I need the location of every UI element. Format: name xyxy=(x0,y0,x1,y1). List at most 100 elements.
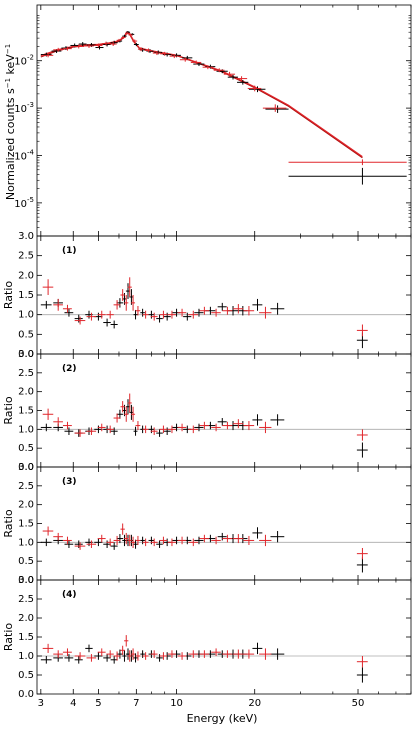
spectrum-point xyxy=(160,51,169,56)
spectrum-point xyxy=(132,39,138,43)
spectrum-series-1 xyxy=(40,31,407,185)
ratio-point xyxy=(120,401,125,413)
ratio-point xyxy=(53,650,63,658)
spectrum-point xyxy=(182,55,193,60)
ratio-point xyxy=(103,540,111,548)
ratio-point xyxy=(222,306,233,315)
ratio-point xyxy=(188,310,199,319)
ratio-point xyxy=(243,421,255,431)
spectrum-point xyxy=(190,60,202,65)
ratio-point xyxy=(356,547,368,560)
y-tick-label: 1.0 xyxy=(18,310,34,321)
ratio-point xyxy=(120,289,125,301)
y-tick-label: 1.5 xyxy=(18,632,34,643)
ratio-panel-2: 0.0 0.5 1.0 1.5 2.0 2.5 3.0 (2) Ratio xyxy=(2,349,412,473)
ratio-point xyxy=(64,654,74,662)
ratio-point xyxy=(167,425,176,434)
ratio-point xyxy=(53,417,63,427)
ratio-point xyxy=(259,534,272,547)
ratio-y-axis-label: Ratio xyxy=(2,396,15,425)
ratio-series-2 xyxy=(42,635,368,668)
ratio-point xyxy=(127,650,132,662)
ratio-point xyxy=(86,540,97,548)
ratio-point xyxy=(222,650,233,658)
spectrum-point xyxy=(109,42,117,47)
ratio-point xyxy=(217,418,227,426)
ratio-point xyxy=(64,540,74,548)
ratio-point xyxy=(113,413,121,423)
ratio-point xyxy=(156,654,163,662)
spectrum-point xyxy=(248,86,266,93)
ratio-point xyxy=(177,536,187,545)
ratio-point xyxy=(150,538,158,547)
ratio-point xyxy=(116,534,124,544)
ratio-point xyxy=(124,295,129,311)
ratio-point xyxy=(156,429,163,437)
ratio-point xyxy=(124,635,129,647)
ratio-point xyxy=(122,650,127,662)
panel-label: (3) xyxy=(62,477,77,487)
ratio-point xyxy=(188,425,199,434)
ratio-panel-3: 0.0 0.5 1.0 1.5 2.0 2.5 3.0 (3) Ratio xyxy=(2,462,412,586)
y-tick-label: 3.0 xyxy=(18,231,34,242)
y-tick-label: 10-5 xyxy=(14,196,34,210)
ratio-point xyxy=(120,645,125,655)
spectrum-frame xyxy=(36,4,412,237)
ratio-point xyxy=(252,642,263,655)
spectrum-point xyxy=(73,44,85,49)
ratio-point xyxy=(74,314,83,323)
ratio-point xyxy=(133,426,138,436)
y-tick-label: 1.5 xyxy=(18,519,34,530)
ratio-frame xyxy=(36,466,412,581)
spectrum-series-2 xyxy=(42,32,407,166)
ratio-point xyxy=(167,538,176,547)
ratio-point xyxy=(135,306,141,316)
ratio-point xyxy=(233,304,244,314)
ratio-point xyxy=(211,536,221,545)
ratio-point xyxy=(110,320,118,329)
ratio-point xyxy=(243,306,255,316)
ratio-point xyxy=(40,538,52,547)
ratio-point xyxy=(259,648,272,660)
ratio-point xyxy=(142,310,149,319)
y-tick-label: 2.5 xyxy=(18,368,34,379)
ratio-y-axis-label: Ratio xyxy=(2,623,15,652)
ratio-point xyxy=(194,536,204,545)
ratio-point xyxy=(110,542,118,550)
ratio-point xyxy=(116,649,124,659)
ratio-point xyxy=(74,652,86,660)
ratio-point xyxy=(42,408,54,420)
ratio-point xyxy=(159,536,168,545)
ratio-point xyxy=(103,654,111,662)
ratio-y-axis-label: Ratio xyxy=(2,281,15,310)
x-axis-ticks-2 xyxy=(40,354,412,467)
spectrum-point xyxy=(205,64,216,69)
spectrum-point xyxy=(121,36,126,39)
spectrum-point xyxy=(262,104,287,112)
y-tick-label: 1.0 xyxy=(18,537,34,548)
y-tick-label: 0.0 xyxy=(18,462,34,473)
ratio-point xyxy=(64,308,74,317)
ratio-panel-4: 0.0 0.5 1.0 1.5 2.0 2.5 3.0 (4) Ratio xyxy=(2,575,412,700)
ratio-point xyxy=(211,648,221,656)
ratio-frame xyxy=(36,235,412,355)
ratio-point xyxy=(163,312,171,321)
ratio-point xyxy=(120,523,125,535)
ratio-point xyxy=(270,648,285,660)
ratio-point xyxy=(199,421,210,430)
ratio-point xyxy=(199,650,210,658)
ratio-point xyxy=(124,406,129,422)
panel-label: (2) xyxy=(62,364,77,374)
spectrum-point xyxy=(202,65,213,70)
panel-label: (4) xyxy=(62,590,77,600)
spectrum-point xyxy=(78,42,87,47)
y-tick-label: 10-2 xyxy=(14,54,34,68)
ratio-point xyxy=(259,421,272,434)
ratio-point xyxy=(270,302,285,315)
ratio-point xyxy=(252,414,263,426)
ratio-point xyxy=(140,536,145,545)
ratio-point xyxy=(217,302,227,311)
ratio-point xyxy=(150,312,158,321)
ratio-point xyxy=(64,427,74,435)
